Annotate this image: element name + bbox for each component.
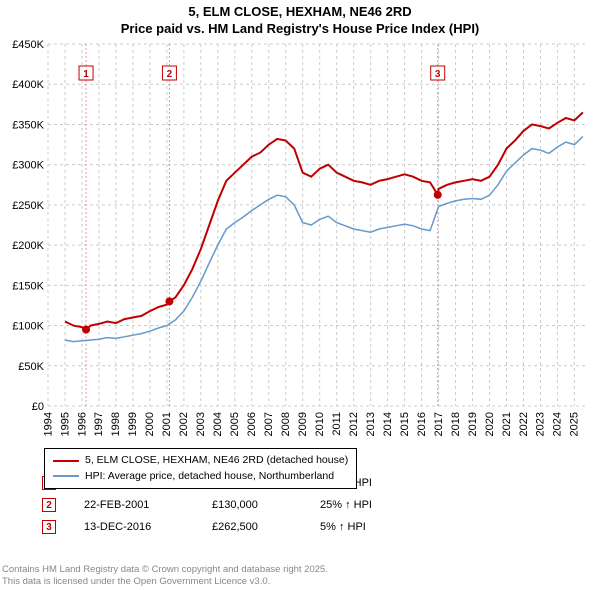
svg-text:2: 2	[167, 69, 173, 80]
svg-text:2009: 2009	[297, 412, 309, 436]
svg-text:2023: 2023	[535, 412, 547, 436]
svg-text:2017: 2017	[433, 412, 445, 436]
svg-text:2022: 2022	[518, 412, 530, 436]
svg-text:£250K: £250K	[12, 200, 44, 212]
svg-text:£400K: £400K	[12, 79, 44, 91]
attribution: Contains HM Land Registry data © Crown c…	[2, 564, 328, 588]
svg-text:2014: 2014	[382, 412, 394, 436]
svg-text:£100K: £100K	[12, 320, 44, 332]
svg-text:£50K: £50K	[18, 361, 44, 373]
svg-text:2016: 2016	[416, 412, 428, 436]
sale-date: 13-DEC-2016	[84, 521, 184, 533]
svg-text:1995: 1995	[59, 412, 71, 436]
svg-text:2004: 2004	[212, 412, 224, 436]
svg-text:2024: 2024	[552, 412, 564, 436]
svg-text:1: 1	[83, 69, 89, 80]
sale-hpi-delta: 5% ↑ HPI	[320, 521, 366, 533]
sale-row: 2 22-FEB-2001 £130,000 25% ↑ HPI	[42, 498, 600, 512]
svg-text:1996: 1996	[76, 412, 88, 436]
title-address: 5, ELM CLOSE, HEXHAM, NE46 2RD	[0, 4, 600, 21]
svg-text:1999: 1999	[127, 412, 139, 436]
svg-text:2008: 2008	[280, 412, 292, 436]
sale-marker-box: 3	[42, 520, 56, 534]
price-chart: £0 £50K £100K £150K £200K £250K £300K £350K £400…	[0, 40, 600, 470]
svg-text:£300K: £300K	[12, 159, 44, 171]
chart-title-block: 5, ELM CLOSE, HEXHAM, NE46 2RD Price pai…	[0, 0, 600, 40]
svg-text:2005: 2005	[229, 412, 241, 436]
svg-text:2002: 2002	[178, 412, 190, 436]
legend-label: 5, ELM CLOSE, HEXHAM, NE46 2RD (detached…	[85, 453, 348, 469]
svg-text:2020: 2020	[484, 412, 496, 436]
svg-text:£350K: £350K	[12, 119, 44, 131]
svg-text:2021: 2021	[501, 412, 513, 436]
svg-text:2001: 2001	[161, 412, 173, 436]
svg-text:2015: 2015	[399, 412, 411, 436]
attribution-line-2: This data is licensed under the Open Gov…	[2, 576, 328, 588]
svg-text:2000: 2000	[144, 412, 156, 436]
svg-text:2010: 2010	[314, 412, 326, 436]
legend-label: HPI: Average price, detached house, Nort…	[85, 469, 334, 485]
svg-text:2025: 2025	[569, 412, 581, 436]
sale-price: £130,000	[212, 499, 292, 511]
svg-text:2013: 2013	[365, 412, 377, 436]
svg-text:2011: 2011	[331, 412, 343, 436]
svg-text:2006: 2006	[246, 412, 258, 436]
svg-text:£0: £0	[32, 401, 44, 413]
svg-text:2003: 2003	[195, 412, 207, 436]
attribution-line-1: Contains HM Land Registry data © Crown c…	[2, 564, 328, 576]
svg-text:1994: 1994	[42, 412, 54, 436]
chart-container: £0 £50K £100K £150K £200K £250K £300K £350K £400…	[0, 40, 600, 470]
svg-text:2019: 2019	[467, 412, 479, 436]
legend: 5, ELM CLOSE, HEXHAM, NE46 2RD (detached…	[44, 448, 357, 490]
svg-text:2007: 2007	[263, 412, 275, 436]
sale-date: 22-FEB-2001	[84, 499, 184, 511]
svg-text:3: 3	[435, 69, 441, 80]
svg-text:£450K: £450K	[12, 40, 44, 51]
svg-text:2018: 2018	[450, 412, 462, 436]
title-subtitle: Price paid vs. HM Land Registry's House …	[0, 21, 600, 38]
legend-item: 5, ELM CLOSE, HEXHAM, NE46 2RD (detached…	[53, 453, 348, 469]
sale-marker-box: 2	[42, 498, 56, 512]
sale-hpi-delta: 25% ↑ HPI	[320, 499, 372, 511]
sale-price: £262,500	[212, 521, 292, 533]
sale-row: 3 13-DEC-2016 £262,500 5% ↑ HPI	[42, 520, 600, 534]
svg-text:£200K: £200K	[12, 240, 44, 252]
svg-text:2012: 2012	[348, 412, 360, 436]
svg-text:£150K: £150K	[12, 280, 44, 292]
svg-text:1998: 1998	[110, 412, 122, 436]
svg-text:1997: 1997	[93, 412, 105, 436]
legend-item: HPI: Average price, detached house, Nort…	[53, 469, 348, 485]
legend-swatch	[53, 475, 79, 477]
legend-swatch	[53, 460, 79, 462]
